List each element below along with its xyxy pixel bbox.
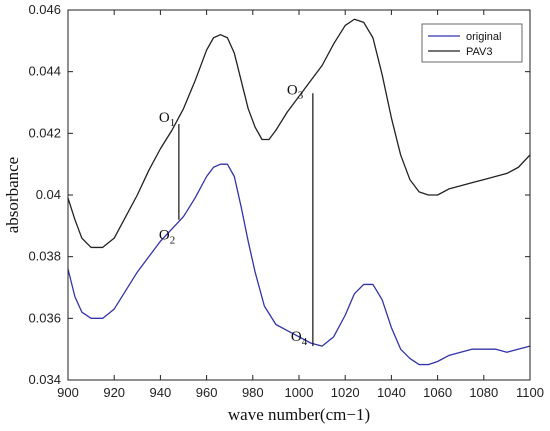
annotation-subscript: 1 bbox=[170, 117, 176, 129]
x-tick-label: 980 bbox=[242, 385, 264, 400]
x-tick-label: 1020 bbox=[331, 385, 360, 400]
x-tick-label: 1000 bbox=[285, 385, 314, 400]
legend-box bbox=[421, 23, 523, 63]
annotation-subscript: 2 bbox=[170, 235, 176, 247]
x-tick-label: 900 bbox=[57, 385, 79, 400]
x-tick-label: 960 bbox=[196, 385, 218, 400]
series-line-pav3 bbox=[67, 18, 531, 249]
annotation-letter: O bbox=[159, 110, 170, 126]
y-tick-label: 0.042 bbox=[28, 125, 61, 140]
x-tick-label: 1100 bbox=[516, 385, 544, 400]
annotation-letter: O bbox=[287, 82, 298, 98]
y-tick-label: 0.044 bbox=[28, 64, 61, 79]
y-tick-label: 0.046 bbox=[28, 2, 61, 17]
y-axis-label: absorbance bbox=[3, 157, 22, 233]
tick-layer: 900 920 940 960 980 1000 1020 1040 1060 1080 1100 0… bbox=[28, 2, 544, 400]
annotation-subscript: 4 bbox=[302, 336, 308, 348]
series-line-original bbox=[67, 163, 531, 366]
y-tick-label: 0.038 bbox=[28, 249, 61, 264]
annotation-letter: O bbox=[291, 329, 302, 345]
y-tick-label: 0.034 bbox=[28, 372, 61, 387]
legend-label: original bbox=[466, 31, 501, 43]
y-tick-label: 0.04 bbox=[36, 187, 61, 202]
x-axis-label: wave number(cm−1) bbox=[228, 405, 370, 424]
x-tick-label: 920 bbox=[103, 385, 125, 400]
annotation-label: O1 bbox=[159, 110, 175, 129]
annotation-letter: O bbox=[159, 228, 170, 244]
annotation-label: O4 bbox=[291, 329, 308, 348]
annotation-subscript: 3 bbox=[298, 89, 304, 101]
x-tick-label: 1080 bbox=[469, 385, 498, 400]
legend: original PAV3 bbox=[421, 23, 523, 63]
x-tick-label: 1040 bbox=[377, 385, 406, 400]
x-tick-label: 1060 bbox=[423, 385, 452, 400]
y-tick-label: 0.036 bbox=[28, 310, 61, 325]
annotation-label: O3 bbox=[287, 82, 304, 101]
legend-label: PAV3 bbox=[466, 46, 493, 58]
x-tick-label: 940 bbox=[150, 385, 172, 400]
annotation-label: O2 bbox=[159, 228, 175, 247]
plot-layer bbox=[67, 18, 531, 366]
